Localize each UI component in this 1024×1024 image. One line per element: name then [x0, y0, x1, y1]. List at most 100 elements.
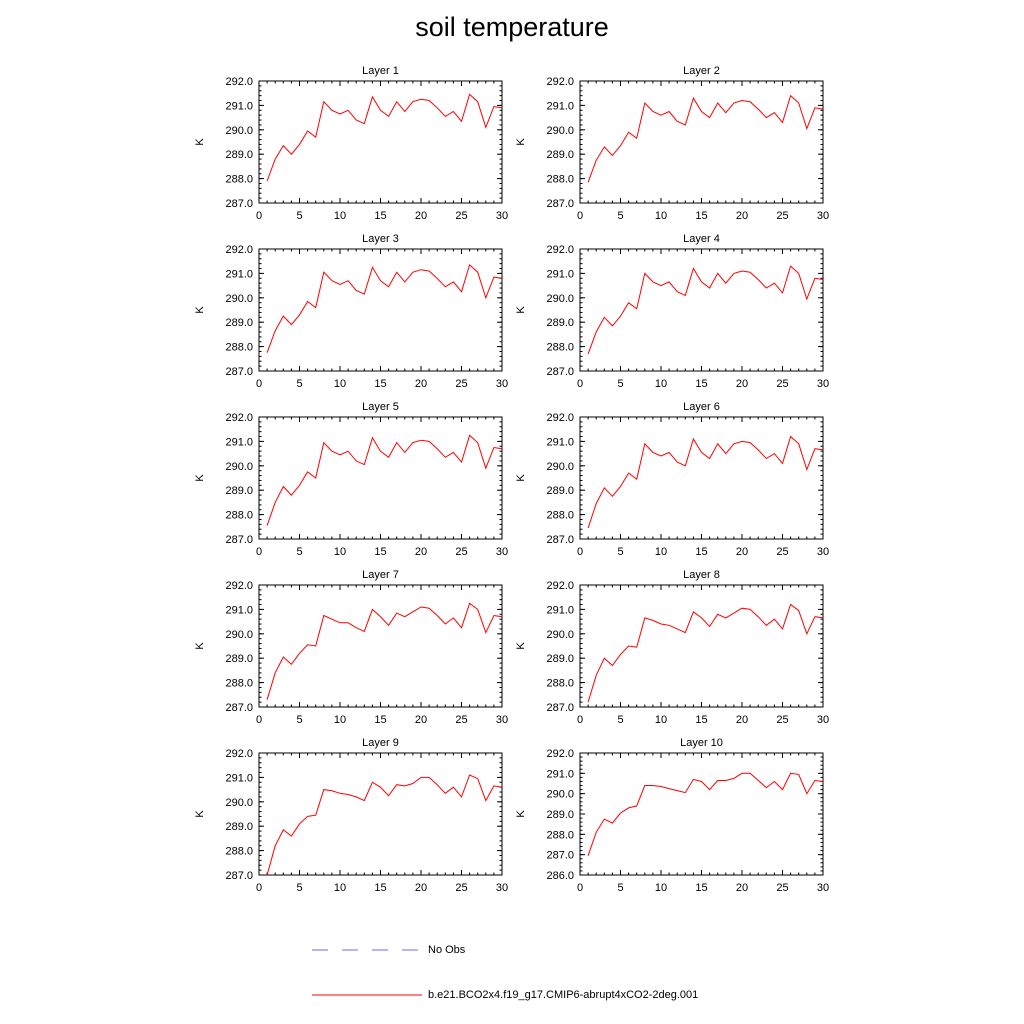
panel-title: Layer 1 — [362, 65, 399, 77]
x-tick-label: 5 — [617, 714, 623, 726]
y-axis-label: K — [194, 306, 206, 314]
panel-3: Layer 3 287.0 288.0 289.0 290.0 291.0 292.0 0 5 1… — [194, 233, 508, 390]
series-line — [587, 772, 824, 856]
y-tick-label: 288.0 — [225, 846, 253, 858]
panel-10: Layer 10 286.0 287.0 288.0 289.0 290.0 291.0 29… — [515, 737, 829, 894]
y-tick-label: 288.0 — [225, 342, 253, 354]
y-axis-label: K — [194, 138, 206, 146]
panel-title: Layer 6 — [683, 401, 720, 413]
y-tick-label: 289.0 — [225, 485, 253, 497]
y-tick-label: 291.0 — [546, 604, 574, 616]
y-tick-label: 290.0 — [225, 461, 253, 473]
x-tick-label: 10 — [334, 714, 346, 726]
x-tick-label: 10 — [655, 210, 667, 222]
legend-swatch-dashed — [312, 949, 422, 951]
series-line — [266, 774, 503, 876]
panel-title: Layer 7 — [362, 569, 399, 581]
legend-label: No Obs — [428, 944, 466, 956]
y-tick-label: 289.0 — [225, 149, 253, 161]
plot-frame — [579, 248, 824, 372]
x-tick-label: 30 — [496, 714, 508, 726]
y-tick-label: 291.0 — [225, 268, 253, 280]
x-tick-label: 15 — [695, 546, 707, 558]
y-tick-label: 291.0 — [225, 772, 253, 784]
y-tick-label: 291.0 — [546, 768, 574, 780]
x-tick-label: 5 — [296, 882, 302, 894]
legend-item-no-obs: No Obs — [312, 942, 465, 958]
y-axis-label: K — [515, 810, 527, 818]
y-tick-label: 287.0 — [546, 534, 574, 546]
x-tick-label: 5 — [296, 378, 302, 390]
y-tick-label: 292.0 — [546, 244, 574, 256]
y-tick-label: 286.0 — [546, 870, 574, 882]
y-axis-label: K — [515, 138, 527, 146]
y-tick-label: 289.0 — [546, 149, 574, 161]
y-tick-label: 288.0 — [546, 510, 574, 522]
panel-4: Layer 4 287.0 288.0 289.0 290.0 291.0 292.0 0 5 1… — [515, 233, 829, 390]
y-tick-label: 289.0 — [225, 653, 253, 665]
x-tick-label: 25 — [776, 546, 788, 558]
x-tick-label: 30 — [496, 378, 508, 390]
x-tick-label: 5 — [617, 210, 623, 222]
y-tick-label: 290.0 — [546, 293, 574, 305]
x-tick-label: 25 — [455, 882, 467, 894]
legend-label: b.e21.BCO2x4.f19_g17.CMIP6-abrupt4xCO2-2… — [428, 989, 699, 1001]
x-tick-label: 5 — [296, 714, 302, 726]
x-tick-label: 25 — [455, 714, 467, 726]
y-tick-label: 290.0 — [225, 629, 253, 641]
y-tick-label: 289.0 — [546, 653, 574, 665]
x-tick-label: 20 — [736, 714, 748, 726]
series-line — [266, 434, 503, 526]
panel-5: Layer 5 287.0 288.0 289.0 290.0 291.0 292.0 0 5 1… — [194, 401, 508, 558]
plot-frame — [258, 584, 503, 708]
x-tick-label: 15 — [695, 210, 707, 222]
series-line — [587, 94, 824, 183]
y-tick-label: 290.0 — [225, 293, 253, 305]
y-tick-label: 291.0 — [546, 436, 574, 448]
plot-frame — [258, 248, 503, 372]
y-tick-label: 288.0 — [546, 342, 574, 354]
x-tick-label: 25 — [776, 882, 788, 894]
x-tick-label: 20 — [736, 210, 748, 222]
series-line — [587, 603, 824, 703]
x-tick-label: 10 — [655, 546, 667, 558]
y-axis-label: K — [515, 306, 527, 314]
panel-title: Layer 4 — [683, 233, 720, 245]
y-axis-label: K — [194, 810, 206, 818]
x-tick-label: 20 — [415, 714, 427, 726]
y-tick-label: 289.0 — [546, 485, 574, 497]
y-tick-label: 289.0 — [225, 821, 253, 833]
x-tick-label: 5 — [617, 882, 623, 894]
x-tick-label: 20 — [415, 210, 427, 222]
x-tick-label: 0 — [256, 882, 262, 894]
x-tick-label: 25 — [455, 210, 467, 222]
x-tick-label: 10 — [655, 378, 667, 390]
y-tick-label: 287.0 — [546, 198, 574, 210]
x-tick-label: 0 — [256, 546, 262, 558]
x-tick-label: 15 — [374, 210, 386, 222]
x-tick-label: 0 — [256, 714, 262, 726]
series-line — [266, 602, 503, 700]
x-tick-label: 20 — [415, 882, 427, 894]
x-tick-label: 30 — [817, 714, 829, 726]
x-tick-label: 20 — [415, 378, 427, 390]
x-tick-label: 0 — [577, 882, 583, 894]
x-tick-label: 0 — [577, 210, 583, 222]
y-tick-label: 292.0 — [546, 748, 574, 760]
y-tick-label: 292.0 — [225, 76, 253, 88]
series-line — [266, 93, 503, 182]
series-line — [266, 264, 503, 353]
plot-frame — [258, 416, 503, 540]
x-tick-label: 30 — [496, 546, 508, 558]
y-tick-label: 292.0 — [546, 76, 574, 88]
series-line — [587, 265, 824, 355]
x-tick-label: 10 — [334, 210, 346, 222]
y-axis-label: K — [194, 642, 206, 650]
y-tick-label: 287.0 — [546, 702, 574, 714]
legend-swatch-solid — [312, 994, 422, 996]
x-tick-label: 30 — [817, 210, 829, 222]
x-tick-label: 10 — [655, 882, 667, 894]
x-tick-label: 15 — [695, 714, 707, 726]
y-tick-label: 292.0 — [225, 412, 253, 424]
y-tick-label: 292.0 — [225, 748, 253, 760]
